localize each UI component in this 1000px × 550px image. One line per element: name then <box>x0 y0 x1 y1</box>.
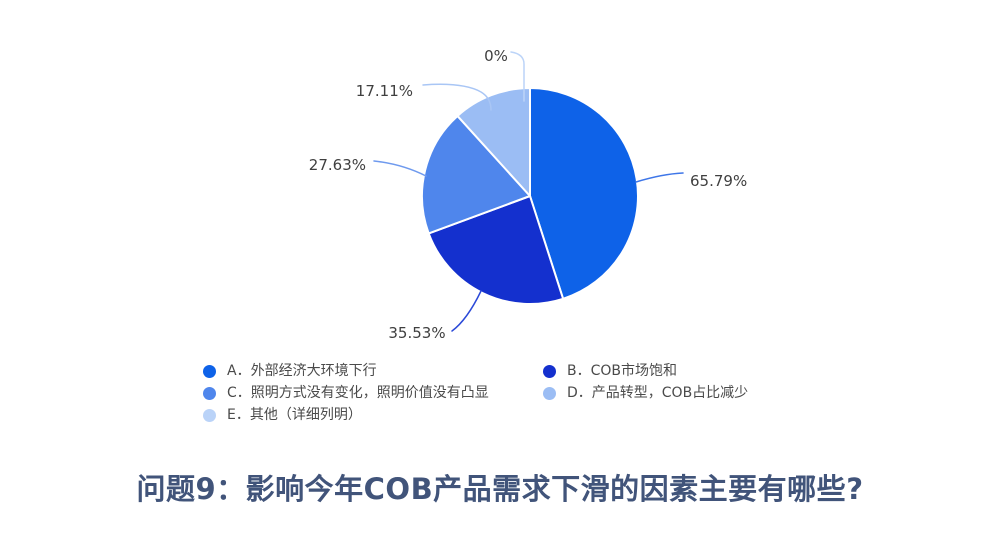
pie-slice-b[interactable] <box>427 195 565 305</box>
legend-label-c: C．照明方式没有变化，照明价值没有凸显 <box>227 385 489 401</box>
legend-dot-c-icon <box>203 386 216 400</box>
chart-title: 问题9：影响今年COB产品需求下滑的因素主要有哪些? <box>136 472 864 506</box>
legend: A．外部经济大环境下行 B．COB市场饱和 C．照明方式没有变化，照明价值没有凸显 D… <box>203 364 748 422</box>
legend-dot-b-icon <box>543 364 556 378</box>
legend-grid: A．外部经济大环境下行 B．COB市场饱和 C．照明方式没有变化，照明价值没有凸显 D… <box>203 364 748 422</box>
leader-line-a <box>635 172 684 183</box>
legend-dot-a-icon <box>203 364 216 378</box>
pie-slice-d[interactable] <box>456 87 531 197</box>
leader-line-d <box>422 83 492 111</box>
legend-dot-e-icon <box>203 408 216 422</box>
legend-item-a[interactable]: A．外部经济大环境下行 <box>203 364 543 378</box>
pie-slice-c[interactable] <box>421 114 531 235</box>
percent-label-d: 17.11% <box>356 82 413 100</box>
legend-label-a: A．外部经济大环境下行 <box>227 363 377 379</box>
percent-label-e: 0% <box>484 47 508 65</box>
percent-label-a: 65.79% <box>690 172 747 190</box>
leader-line-b <box>451 290 482 332</box>
legend-item-c[interactable]: C．照明方式没有变化，照明价值没有凸显 <box>203 386 543 400</box>
pie-chart: 65.79% 35.53% 27.63% 17.11% 0% <box>309 47 747 342</box>
legend-label-d: D．产品转型，COB占比减少 <box>567 385 749 401</box>
legend-item-d[interactable]: D．产品转型，COB占比减少 <box>543 386 748 400</box>
legend-label-e: E．其他（详细列明） <box>227 407 362 423</box>
legend-item-b[interactable]: B．COB市场饱和 <box>543 364 748 378</box>
leader-line-e <box>510 51 525 102</box>
percent-label-b: 35.53% <box>388 324 445 342</box>
legend-label-b: B．COB市场饱和 <box>567 363 678 379</box>
legend-dot-d-icon <box>543 386 556 400</box>
pie-slice-a[interactable] <box>529 87 639 300</box>
percent-label-c: 27.63% <box>309 156 366 174</box>
leader-line-c <box>373 160 427 177</box>
legend-item-e[interactable]: E．其他（详细列明） <box>203 408 543 422</box>
